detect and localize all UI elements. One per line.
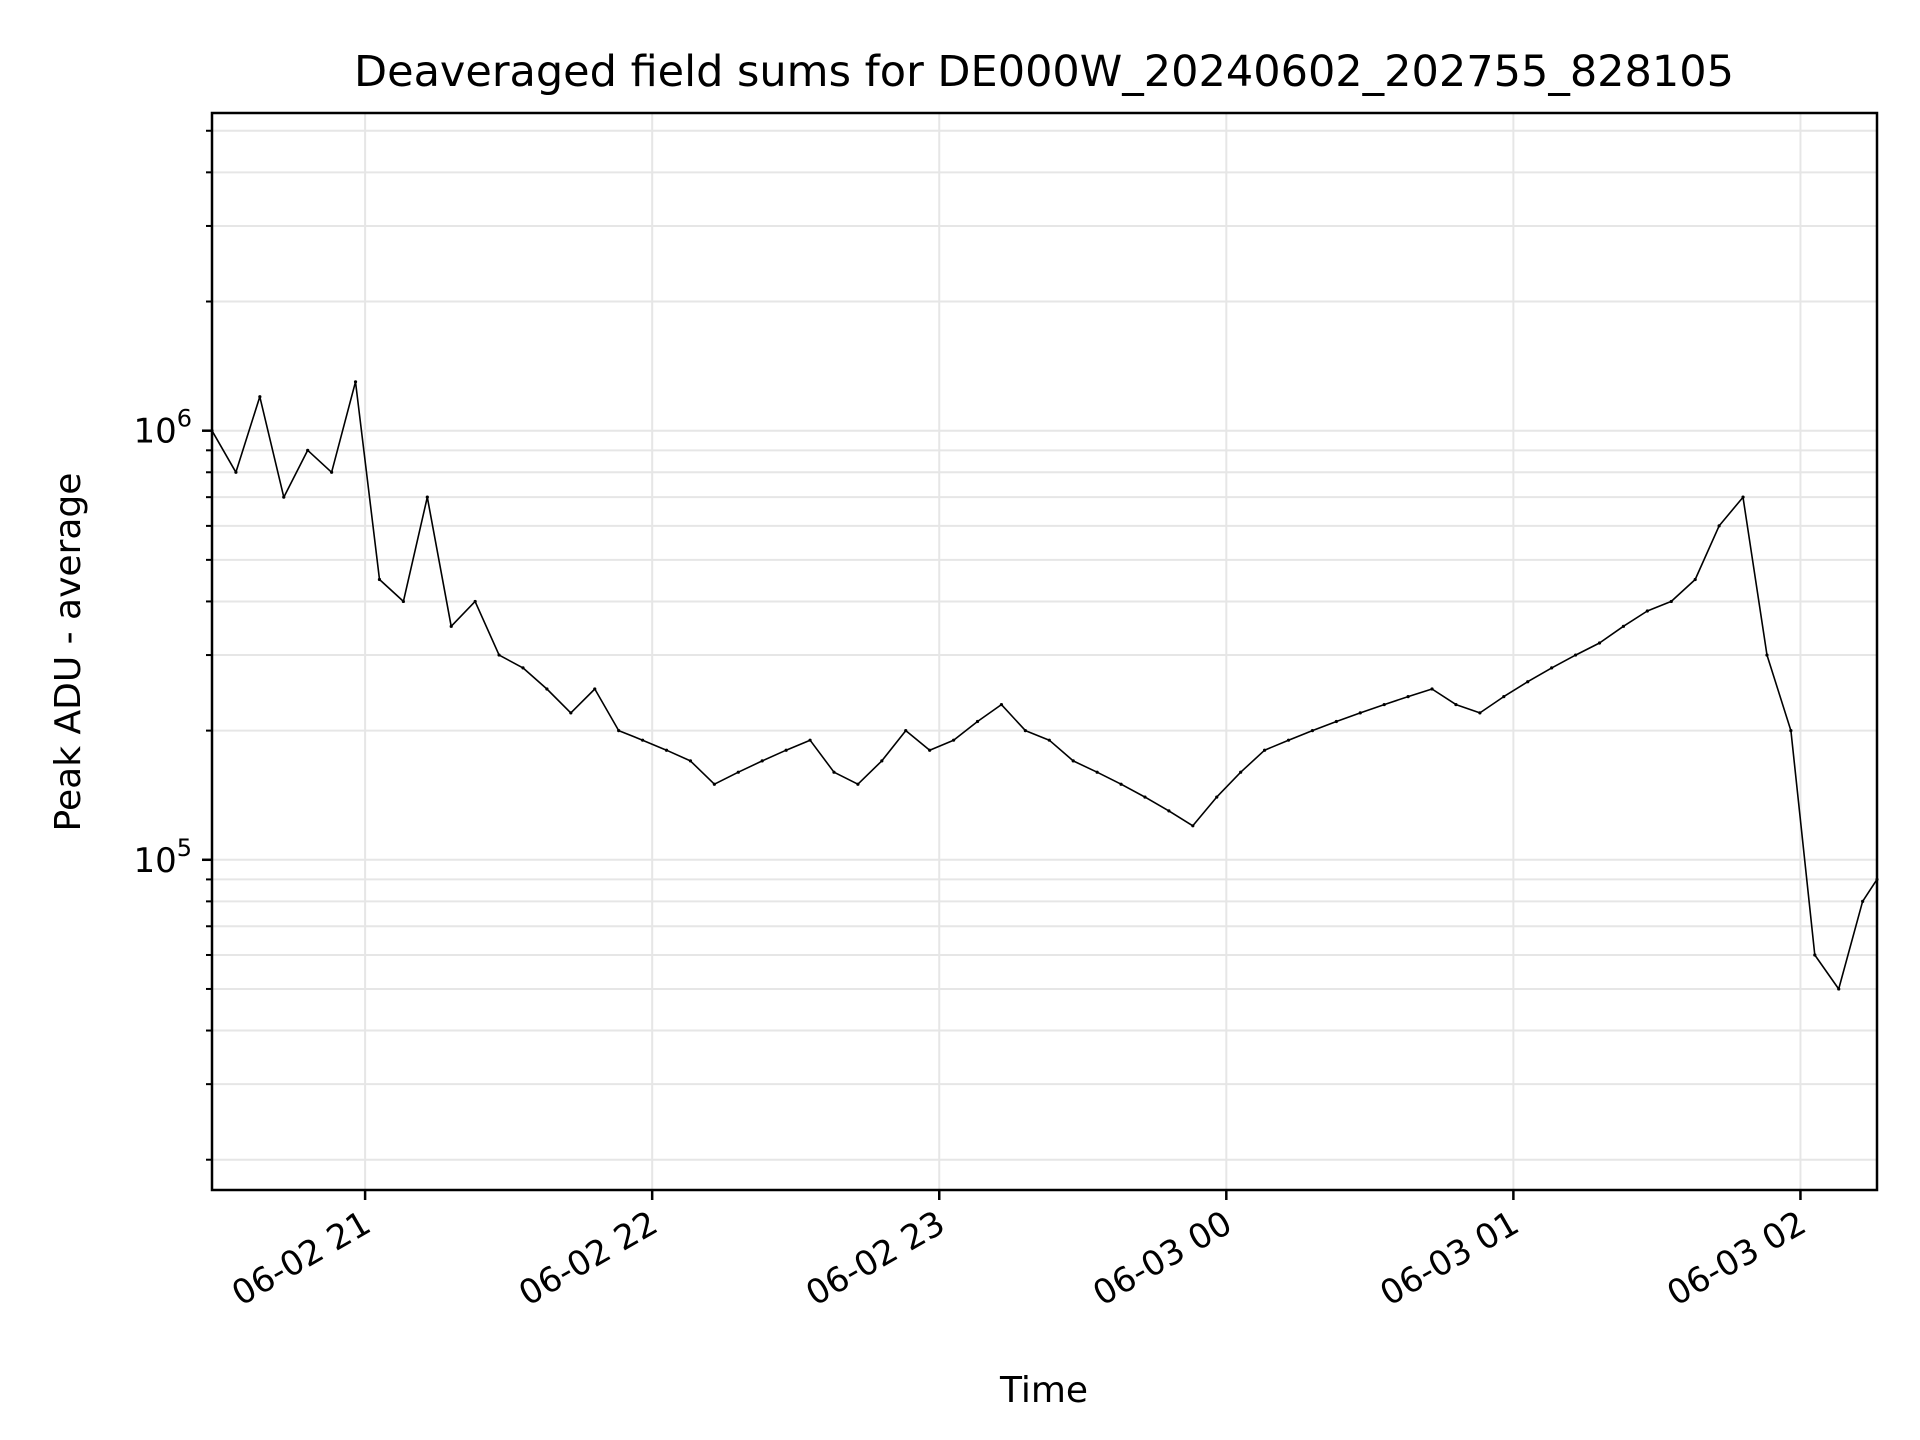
data-point: [401, 599, 405, 604]
data-point: [1430, 687, 1434, 691]
data-point: [234, 470, 238, 474]
data-point: [1191, 824, 1195, 828]
data-point: [1143, 795, 1147, 799]
data-point: [1334, 719, 1338, 724]
data-point: [1286, 738, 1291, 742]
data-point: [928, 748, 932, 752]
chart-title: Deaveraged field sums for DE000W_2024060…: [354, 47, 1734, 97]
data-point: [1621, 624, 1626, 628]
data-point: [617, 729, 621, 733]
data-point: [449, 624, 453, 628]
data-point: [1478, 711, 1482, 715]
data-point: [282, 495, 286, 499]
data-point: [593, 687, 597, 691]
data-point: [497, 653, 501, 657]
data-point: [664, 748, 669, 752]
data-point: [688, 759, 693, 763]
data-point: [808, 738, 812, 742]
data-point: [784, 748, 788, 752]
data-point: [1239, 770, 1243, 774]
y-tick-label: 105: [133, 834, 192, 881]
data-point: [1861, 899, 1865, 903]
data-point: [1765, 653, 1769, 657]
data-point: [880, 759, 884, 763]
data-point: [1669, 599, 1673, 604]
y-tick-label-exponent: 5: [177, 834, 192, 862]
data-point: [377, 577, 382, 582]
data-point: [1813, 953, 1817, 957]
data-point: [1597, 641, 1602, 645]
y-tick-label-exponent: 6: [177, 405, 192, 433]
data-point: [832, 770, 836, 774]
data-point: [1167, 809, 1171, 813]
data-point: [641, 738, 645, 742]
data-point: [425, 495, 429, 499]
data-point: [569, 711, 573, 715]
data-point: [473, 599, 477, 604]
data-point: [1095, 770, 1099, 774]
data-point: [760, 759, 764, 763]
data-point: [258, 395, 262, 399]
data-point: [545, 687, 549, 691]
data-point: [1837, 987, 1841, 991]
data-point: [1645, 609, 1649, 613]
data-point: [1215, 795, 1219, 799]
data-point: [330, 470, 334, 474]
y-tick-label-base: 10: [133, 841, 176, 881]
data-point: [1262, 748, 1267, 752]
y-tick-label: 106: [133, 405, 192, 452]
data-point: [306, 448, 310, 452]
data-point: [951, 738, 956, 742]
data-point: [1693, 577, 1697, 582]
data-point: [1454, 702, 1458, 707]
data-point: [521, 666, 525, 670]
y-tick-label-base: 10: [133, 412, 176, 452]
x-axis-label: Time: [999, 1370, 1088, 1411]
grid-lines: [212, 113, 1877, 1190]
data-point: [1382, 702, 1386, 707]
data-point: [1406, 695, 1410, 699]
data-point: [353, 380, 358, 384]
data-point: [1717, 524, 1721, 528]
data-point: [1047, 738, 1051, 742]
data-point: [975, 719, 980, 724]
data-point: [1526, 680, 1530, 684]
data-point: [1741, 495, 1745, 499]
data-point: [1310, 729, 1315, 733]
data-point: [712, 782, 716, 786]
data-point: [1502, 695, 1506, 699]
y-axis-label: Peak ADU - average: [48, 473, 89, 832]
data-point: [1789, 729, 1793, 733]
data-point: [904, 729, 908, 733]
data-point: [1573, 653, 1578, 657]
plot-area-frame: [210, 111, 1879, 1192]
data-point: [1358, 711, 1362, 715]
data-point: [1023, 729, 1027, 733]
data-point: [736, 770, 740, 774]
series-layer: [210, 380, 1879, 991]
data-point: [1119, 782, 1123, 786]
data-point: [1550, 666, 1554, 670]
data-point: [1071, 759, 1075, 763]
data-point: [856, 782, 860, 786]
data-point: [999, 702, 1004, 707]
